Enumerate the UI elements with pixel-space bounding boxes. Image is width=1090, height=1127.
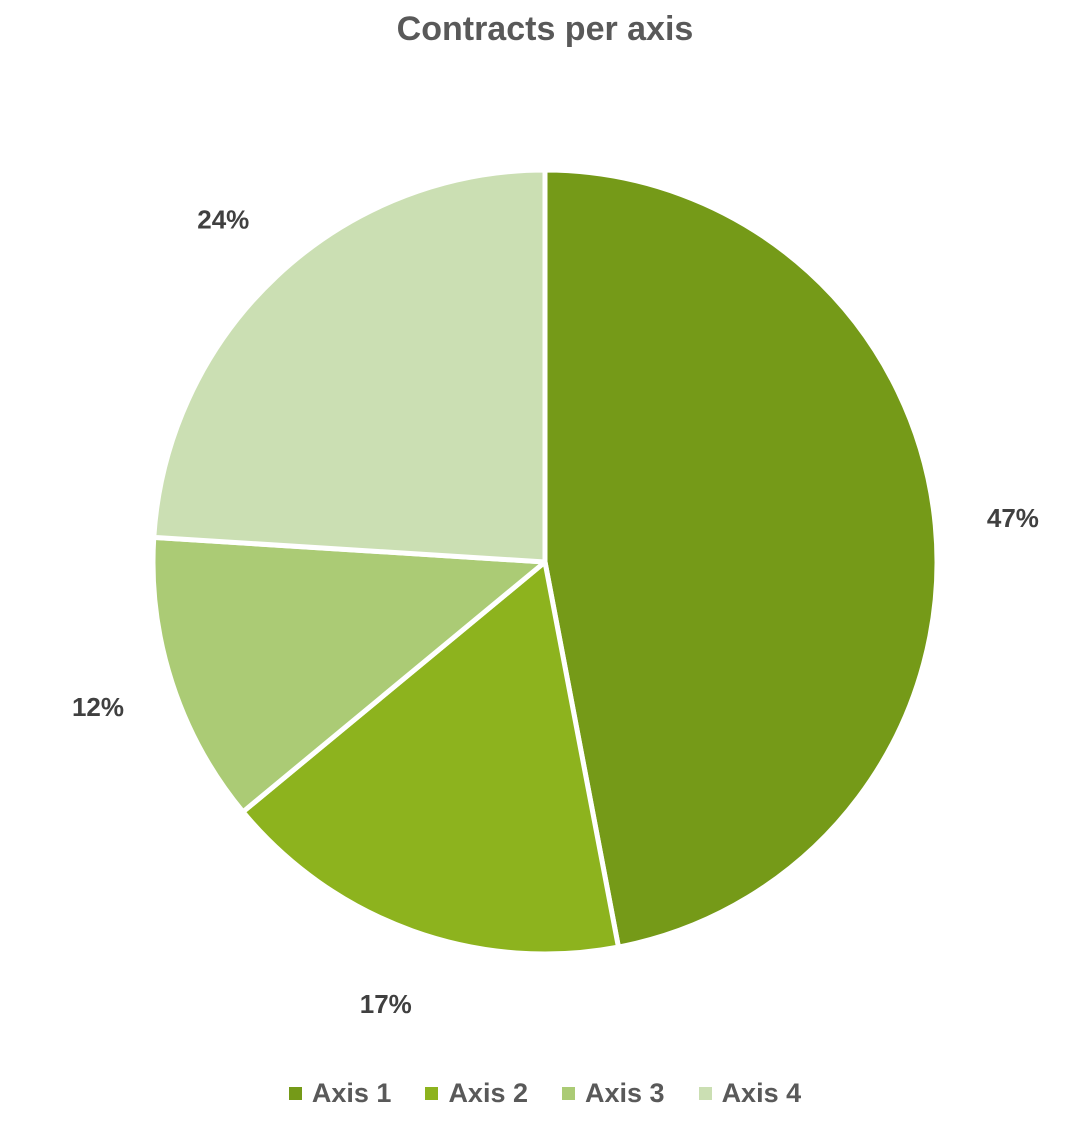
pie-slice-3 [150,534,548,815]
pie-slice-2 [240,559,621,957]
pie-slices [150,167,940,957]
legend-item-3: Axis 3 [562,1078,665,1109]
legend-label: Axis 1 [311,1078,392,1108]
chart-title: Contracts per axis [396,10,694,48]
legend-swatch-icon [562,1087,575,1100]
legend-swatch-icon [425,1087,439,1100]
pie-data-labels: 47% 17% 12% 24% [72,204,1039,1019]
legend-item-2: Axis 2 [425,1078,528,1109]
data-label-1: 47% [987,503,1039,533]
legend-swatch-icon [288,1087,302,1100]
legend-item-1: Axis 1 [288,1078,392,1109]
pie-slice-1 [542,167,940,950]
legend: Axis 1 Axis 2 Axis 3 Axis 4 [0,1078,1090,1109]
legend-label: Axis 2 [448,1078,528,1108]
pie-chart: 47% 17% 12% 24% [71,167,1039,1020]
legend-label: Axis 3 [585,1078,665,1108]
legend-label: Axis 4 [721,1078,802,1108]
data-label-4: 24% [197,204,249,234]
pie-slice-4 [151,167,548,565]
legend-swatch-icon [698,1087,712,1100]
legend-item-4: Axis 4 [698,1078,802,1109]
data-label-3: 12% [72,692,124,722]
data-label-2: 17% [360,989,412,1019]
